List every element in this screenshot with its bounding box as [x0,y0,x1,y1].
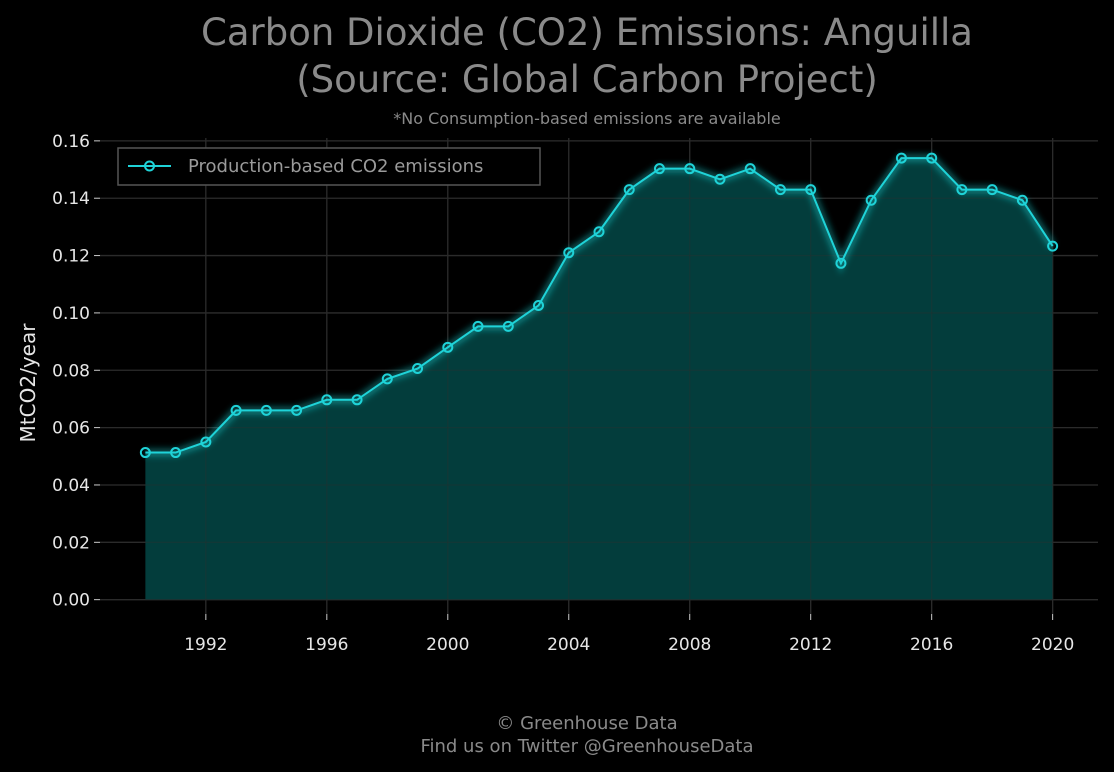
data-point [684,163,696,175]
data-point [623,184,635,196]
data-point [805,184,817,196]
y-tick-label: 0.12 [52,247,90,267]
data-point [230,404,242,416]
x-axis: 1992 1996 2000 2004 2008 2012 2016 2020 [184,614,1074,655]
data-point [472,320,484,332]
x-tick-label: 2016 [910,635,953,655]
data-point [291,404,303,416]
x-tick-label: 2000 [426,635,469,655]
data-point [1047,240,1059,252]
x-tick-label: 2004 [547,635,590,655]
legend-box [117,147,541,186]
plot-area [100,138,1098,614]
y-tick-label: 0.08 [52,361,90,381]
data-point [895,152,907,164]
legend: Production-based CO2 emissions [117,147,541,186]
data-point [835,257,847,269]
y-tick-label: 0.06 [52,419,90,439]
data-point [260,404,272,416]
footer-copyright: © Greenhouse Data [496,713,677,734]
data-point [381,373,393,385]
chart-title-line-1: Carbon Dioxide (CO2) Emissions: Anguilla [201,11,973,54]
x-tick-label: 2020 [1031,635,1074,655]
legend-entry-label: Production-based CO2 emissions [188,156,483,177]
y-tick-label: 0.10 [52,304,90,324]
y-tick-label: 0.02 [52,533,90,553]
data-point [170,447,182,459]
y-tick-label: 0.14 [52,189,90,209]
y-tick-label: 0.04 [52,476,90,496]
data-point [865,194,877,206]
data-point [744,163,756,175]
data-point [502,320,514,332]
data-point [986,184,998,196]
data-point [533,299,545,311]
x-tick-label: 1996 [305,635,348,655]
area-fill [145,158,1053,600]
y-axis-label: MtCO2/year [16,323,40,443]
data-point [563,247,575,259]
legend-point-marker [144,160,155,172]
chart-title-line-2: (Source: Global Carbon Project) [296,58,878,101]
x-tick-label: 1992 [184,635,227,655]
data-point [774,184,786,196]
data-point [1016,194,1028,206]
y-axis: 0.00 0.02 0.04 0.06 0.08 0.10 0.12 0.14 0.16 [52,132,100,611]
y-tick-label: 0.16 [52,132,90,152]
data-point [714,173,726,185]
data-point [653,163,665,175]
data-point [200,436,212,448]
x-tick-label: 2012 [789,635,832,655]
data-point [442,341,454,353]
data-point [412,363,424,375]
data-point [321,394,333,406]
footer-twitter: Find us on Twitter @GreenhouseData [420,736,753,757]
data-point [956,184,968,196]
chart-subtitle: *No Consumption-based emissions are avai… [393,109,781,128]
series-line [145,157,1054,454]
data-point [351,394,363,406]
data-point [926,152,938,164]
x-tick-label: 2008 [668,635,711,655]
data-point [593,226,605,238]
y-tick-label: 0.00 [52,591,90,611]
data-point [139,447,151,459]
